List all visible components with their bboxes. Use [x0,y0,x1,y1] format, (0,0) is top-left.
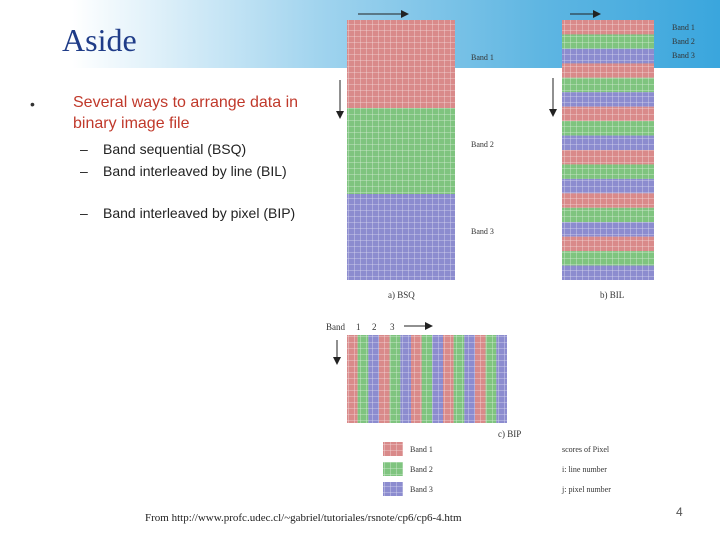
bsq-caption: a) BSQ [388,290,415,300]
bil-diagram: Band 1 Band 2 Band 3 b) BIL [549,10,695,300]
bil-line-stripe [562,121,654,136]
bil-legend-band2: Band 2 [672,37,695,46]
legend-band2-label: Band 2 [410,465,433,474]
bsq-band3-block [347,194,455,280]
bil-line-stripe [562,207,654,223]
sub-item-dash: – [80,141,88,157]
bip-pixel-column [400,335,411,423]
bil-line-stripe [562,77,654,93]
legend-swatch-band1 [383,442,403,456]
legend-band2-desc: i: line number [562,465,607,474]
bil-caption: b) BIL [600,290,624,300]
main-bullet-text: Several ways to arrange data in binary i… [73,94,299,132]
slide-title: Aside [62,22,137,58]
bil-line-stripe [562,251,654,266]
sub-item-text: Band sequential (BSQ) [103,141,247,157]
bip-pixel-column [421,335,433,423]
bil-legend-band1: Band 1 [672,23,695,32]
bsq-band2-label: Band 2 [471,140,494,149]
bil-legend-band3: Band 3 [672,51,695,60]
bip-pixel-column [347,335,358,423]
bil-line-stripe [562,106,654,122]
bip-pixel-column [443,335,454,423]
bil-line-stripe [562,265,654,280]
bil-line-stripe [562,164,654,179]
bil-line-stripe [562,20,654,35]
bip-pixel-column [368,335,379,423]
bip-pixel-column [432,335,443,423]
bip-pixel-column [485,335,497,423]
bsq-band2-block [347,108,455,194]
legend-band3-label: Band 3 [410,485,433,494]
sub-item-text: Band interleaved by pixel (BIP) [103,205,296,221]
bil-line-stripe [562,48,654,64]
bil-line-stripe [562,135,654,150]
sub-item-dash: – [80,205,88,221]
bsq-band3-label: Band 3 [471,227,494,236]
bil-line-stripe [562,63,654,78]
bil-line-stripe [562,178,654,194]
legend-band1-desc: scores of Pixel [562,445,610,454]
source-citation: From http://www.profc.udec.cl/~gabriel/t… [145,512,462,524]
bip-header-band: Band [326,322,345,332]
legend-swatch-band3 [383,482,403,496]
bil-line-stripe [562,193,654,208]
bil-line-stripe [562,150,654,165]
bil-line-stripe [562,34,654,49]
bullet-marker: • [30,96,35,112]
band-legend: Band 1 Band 2 Band 3 scores of Pixel i: … [383,442,611,496]
bsq-band1-label: Band 1 [471,53,494,62]
bip-header-1: 1 [356,322,361,332]
bsq-diagram: Band 1 Band 2 Band 3 a) BSQ [336,10,494,300]
legend-swatch-band2 [383,462,403,476]
bil-line-stripe [562,92,654,107]
bip-columns [347,335,507,423]
bil-stripes [562,20,654,280]
bip-pixel-column [411,335,422,423]
bil-line-stripe [562,222,654,237]
bip-caption: c) BIP [498,429,521,439]
bip-header-2: 2 [372,322,377,332]
bip-pixel-column [357,335,369,423]
legend-band3-desc: j: pixel number [561,485,611,494]
sub-item-dash: – [80,163,88,179]
page-number: 4 [676,505,683,519]
bip-pixel-column [464,335,475,423]
legend-band1-label: Band 1 [410,445,433,454]
bip-pixel-column [496,335,507,423]
bip-header-3: 3 [390,322,395,332]
bip-pixel-column [379,335,390,423]
bip-pixel-column [389,335,401,423]
bip-diagram: Band 1 2 3 c) BIP [326,322,521,439]
bip-pixel-column [453,335,465,423]
bil-line-stripe [562,236,654,252]
bip-pixel-column [475,335,486,423]
sub-item-text: Band interleaved by line (BIL) [103,163,287,179]
bsq-band1-block [347,20,455,108]
